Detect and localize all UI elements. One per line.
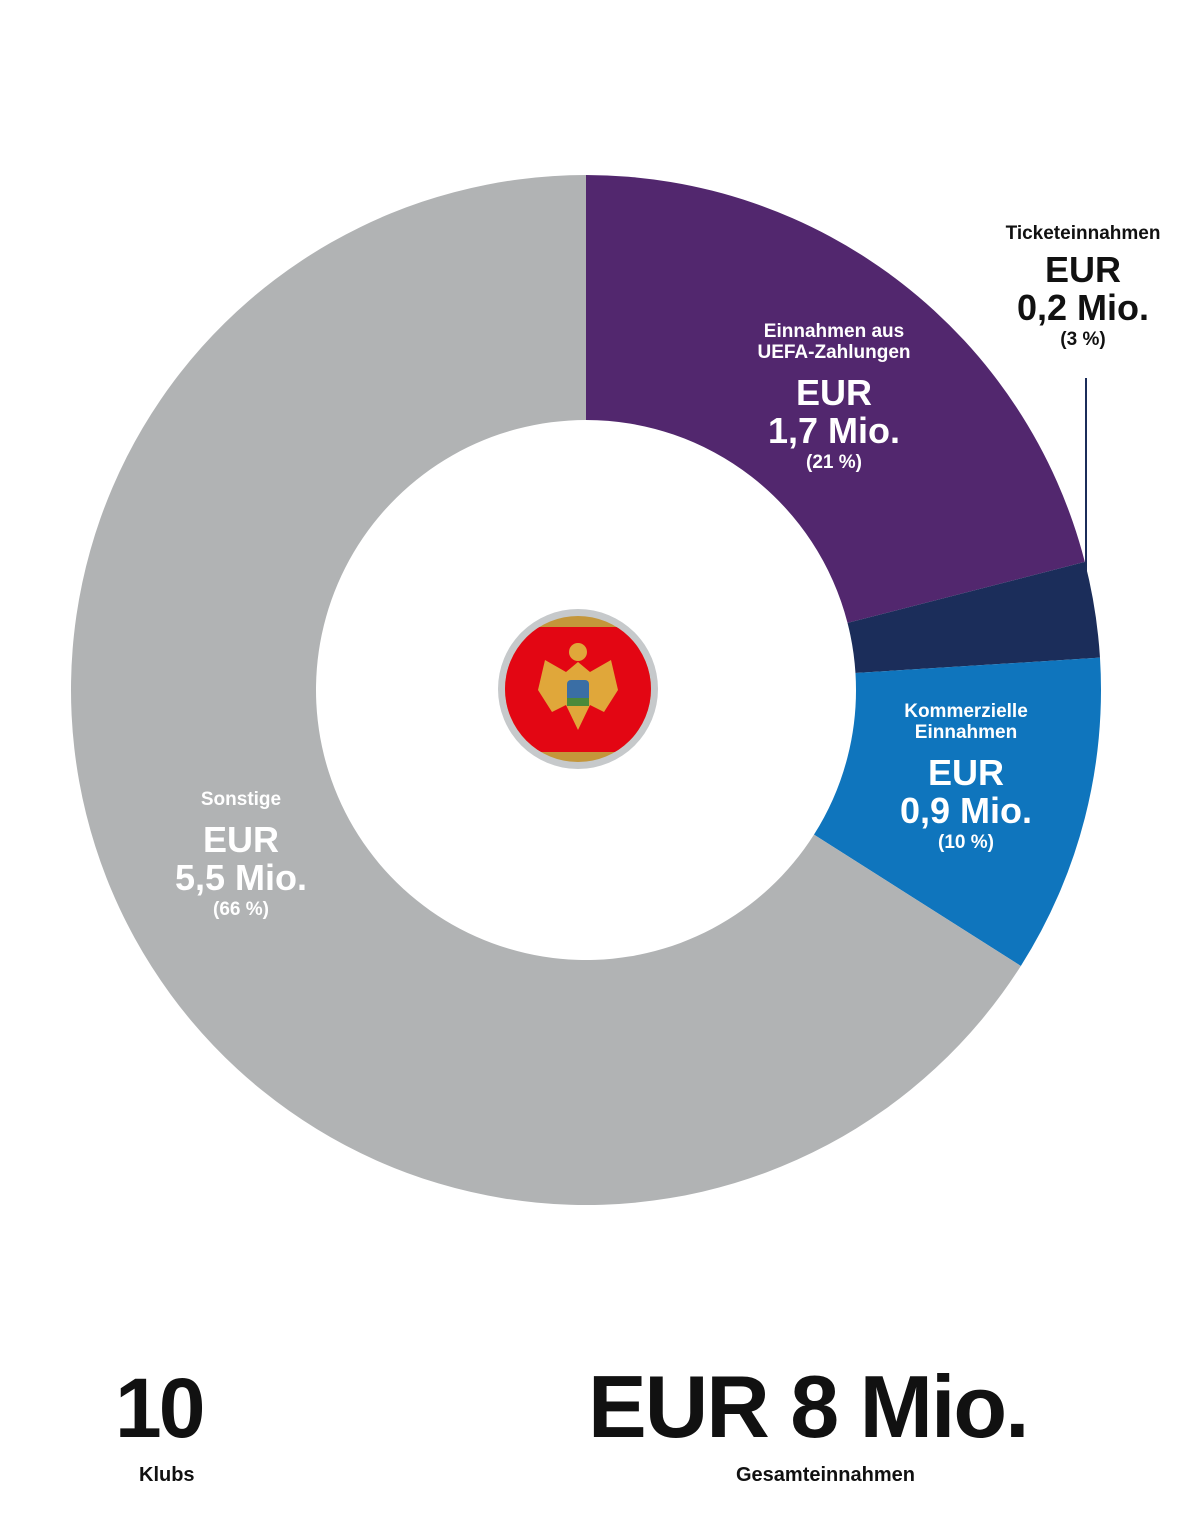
commercial-name: Kommerzielle Einnahmen	[904, 701, 1028, 743]
uefa-percent: (21 %)	[806, 452, 862, 474]
slice-value: EUR 1,7 Mio.	[739, 371, 929, 451]
slice-value: EUR 0,2 Mio.	[1006, 248, 1161, 328]
ticket-name: Ticketeinnahmen	[1005, 223, 1161, 244]
other-name: Sonstige	[200, 789, 282, 810]
commercial-value: 0,9 Mio.	[899, 789, 1033, 831]
ticket-percent: (3 %)	[1060, 329, 1106, 351]
clubs-count: 10	[115, 1361, 205, 1455]
uefa-name: Einnahmen aus UEFA-Zahlungen	[757, 321, 911, 363]
uefa-value: 1,7 Mio.	[767, 409, 901, 451]
other-value: 5,5 Mio.	[174, 856, 308, 898]
total-label: Gesamteinnahmen	[736, 1464, 915, 1486]
slice-1	[847, 561, 1100, 674]
commercial-currency: EUR	[927, 751, 1004, 793]
slice-3	[71, 175, 1021, 1205]
montenegro-flag-icon	[498, 609, 658, 769]
other-currency: EUR	[202, 818, 279, 860]
ticket-value: 0,2 Mio.	[1016, 286, 1150, 328]
slice-name: Einnahmen aus UEFA-Zahlungen	[739, 321, 929, 364]
ticket-currency: EUR	[1044, 248, 1121, 290]
total-revenue: EUR 8 Mio.	[588, 1357, 1030, 1456]
commercial-percent: (10 %)	[938, 832, 994, 854]
other-percent: (66 %)	[213, 899, 269, 921]
clubs-label: Klubs	[139, 1464, 195, 1486]
label-ticket: Ticketeinnahmen EUR 0,2 Mio. (3 %)	[1005, 223, 1161, 351]
label-commercial: Kommerzielle Einnahmen EUR 0,9 Mio. (10 %…	[886, 701, 1046, 854]
uefa-currency: EUR	[795, 371, 872, 413]
slice-value: EUR 5,5 Mio.	[174, 818, 308, 898]
slice-name: Kommerzielle Einnahmen	[886, 701, 1046, 744]
slice-value: EUR 0,9 Mio.	[886, 751, 1046, 831]
slice-2	[813, 657, 1102, 966]
label-other: Sonstige EUR 5,5 Mio. (66 %)	[174, 789, 308, 921]
label-uefa: Einnahmen aus UEFA-Zahlungen EUR 1,7 Mio.…	[739, 321, 929, 474]
slice-0	[586, 175, 1085, 623]
